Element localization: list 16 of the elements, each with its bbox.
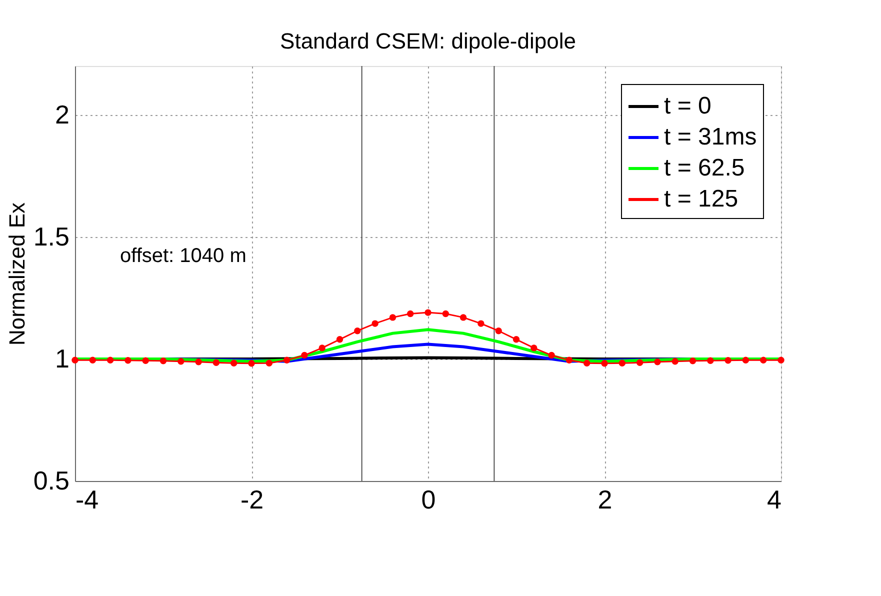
legend-label: t = 62.5 (664, 154, 745, 182)
legend-label: t = 31ms (664, 124, 757, 150)
y-tick-label: 1 (55, 343, 70, 374)
annotation: offset: 1040 m (120, 245, 246, 267)
y-tick-label: 2 (55, 99, 70, 130)
legend-label: t = 125 (664, 186, 738, 212)
x-tick-label: -4 (76, 484, 99, 514)
legend-label: t = 0 (664, 92, 712, 120)
x-tick-label: -2 (240, 484, 264, 514)
y-tick-label: 1.5 (33, 221, 70, 252)
chart-title: Standard CSEM: dipole-dipole (280, 28, 576, 54)
x-tick-label: 2 (598, 484, 612, 514)
x-tick-label: 0 (421, 484, 436, 514)
y-axis-title: Normalized Ex (4, 202, 30, 346)
x-tick-label: 4 (767, 484, 782, 514)
y-tick-label: 0.5 (33, 466, 70, 496)
